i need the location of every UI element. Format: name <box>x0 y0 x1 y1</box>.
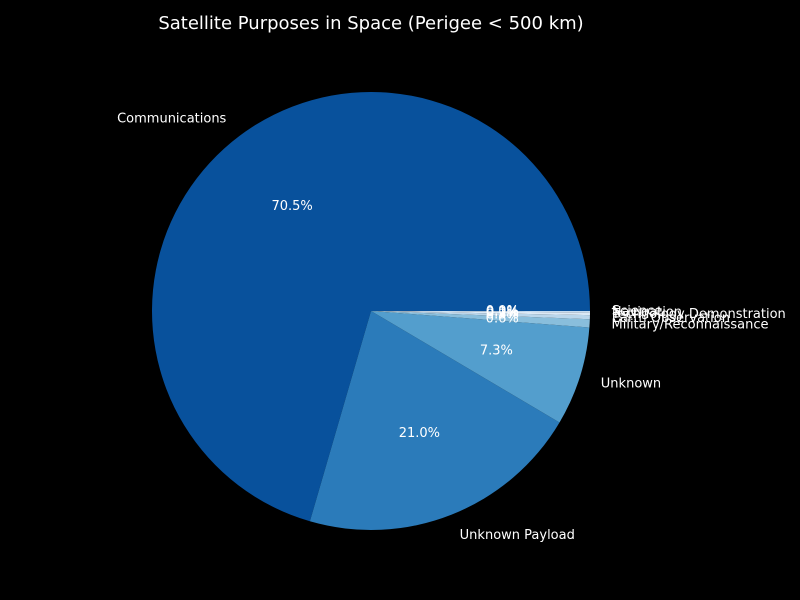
slice-label-unknown: Unknown <box>601 376 661 391</box>
pie-slice-unknown <box>371 311 590 423</box>
slice-label-unknown-payload: Unknown Payload <box>460 528 575 543</box>
pie-slice-technology-demonstration <box>371 311 590 316</box>
slice-pct-navigation: 0.1% <box>486 304 519 319</box>
slice-pct-communications: 70.5% <box>271 199 312 214</box>
pie-slice-navigation <box>371 311 590 313</box>
slice-pct-science: 0.0% <box>486 304 519 319</box>
pie-slice-military-reconnaissance <box>371 311 590 328</box>
slice-label-military-reconnaissance: Military/Reconnaissance <box>612 318 769 333</box>
slice-pct-earth-observation: 0.3% <box>486 308 519 323</box>
slice-label-earth-observation: Earth Observation <box>612 311 730 326</box>
slice-pct-military-reconnaissance: 0.6% <box>486 311 519 326</box>
pie-slice-earth-observation <box>371 311 590 320</box>
slice-label-communications: Communications <box>117 111 226 126</box>
slice-label-science: Science <box>612 304 662 319</box>
pie-slice-unknown-payload <box>309 311 560 530</box>
chart-title: Satellite Purposes in Space (Perigee < 5… <box>158 13 583 34</box>
pie-labels: Communications 70.5% Unknown Payload 21.0% U… <box>117 111 786 543</box>
slice-pct-unknown: 7.3% <box>480 343 513 358</box>
slice-pct-unknown-payload: 21.0% <box>399 426 440 441</box>
slice-pct-technology-demonstration: 0.2% <box>486 306 519 321</box>
slice-label-navigation: Navigation <box>612 305 682 320</box>
pie-slices <box>151 91 590 530</box>
slice-label-technology-demonstration: Technology Demonstration <box>611 307 786 322</box>
pie-slice-communications <box>151 91 590 522</box>
